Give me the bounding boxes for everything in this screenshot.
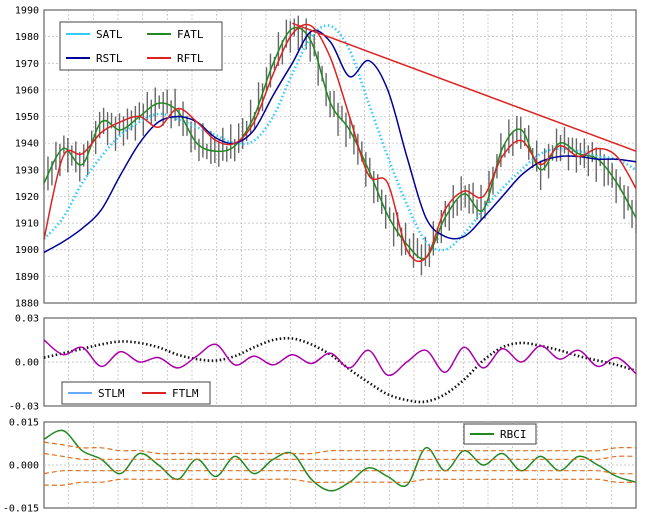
- series-line-satl: [43, 24, 637, 252]
- legend-box: [463, 423, 537, 445]
- legend-label: SATL: [96, 28, 123, 41]
- y-tick-label: 1930: [15, 165, 39, 176]
- series-line-band-2: [43, 452, 637, 461]
- y-tick-label: 0.03: [15, 314, 39, 325]
- price-panel: 1990 1980 1970 1960 1950 1940 1930 1920 1910 1900…: [15, 6, 637, 310]
- y-tick-label: 1950: [15, 112, 39, 123]
- legend-box: [59, 21, 223, 71]
- stlm-ftlm-panel: 0.03 0.00 -0.03 STLM FTLM: [9, 314, 637, 413]
- legend-label: FTLM: [172, 387, 199, 400]
- rbci-panel: 0.015 0.000 -0.015 RBCI: [3, 418, 637, 515]
- series-line-band-3: [43, 469, 637, 475]
- y-tick-label: 1990: [15, 6, 39, 17]
- y-tick-label: 1960: [15, 85, 39, 96]
- legend-label: FATL: [177, 28, 204, 41]
- legend-label: RSTL: [96, 52, 123, 65]
- y-tick-label: -0.03: [9, 402, 39, 413]
- y-tick-label: -0.015: [3, 504, 39, 515]
- legend-label: RFTL: [177, 52, 204, 65]
- series-line-band-4: [43, 478, 637, 486]
- y-tick-label: 0.015: [9, 418, 39, 429]
- series-line-rbci: [43, 429, 637, 492]
- y-tick-label: 1910: [15, 219, 39, 230]
- y-tick-label: 1890: [15, 272, 39, 283]
- legend-label: RBCI: [500, 428, 527, 441]
- legend: RBCI: [463, 423, 537, 445]
- y-tick-label: 1970: [15, 59, 39, 70]
- series-line-ftlm: [43, 339, 637, 377]
- legend: STLM FTLM: [61, 381, 211, 405]
- y-tick-label: 1880: [15, 299, 39, 310]
- series-line-band-1: [43, 441, 637, 455]
- y-tick-label: 0.00: [15, 358, 39, 369]
- legend-box: [61, 381, 211, 405]
- series-line-trend: [292, 22, 637, 152]
- y-tick-label: 0.000: [9, 461, 39, 472]
- y-tick-label: 1920: [15, 192, 39, 203]
- legend-label: STLM: [98, 387, 125, 400]
- legend: SATL FATL RSTL RFTL: [59, 21, 223, 71]
- y-tick-label: 1980: [15, 32, 39, 43]
- series-line-rftl: [43, 23, 637, 263]
- series-line-fatl: [43, 26, 637, 260]
- y-tick-label: 1900: [15, 245, 39, 256]
- y-tick-label: 1940: [15, 139, 39, 150]
